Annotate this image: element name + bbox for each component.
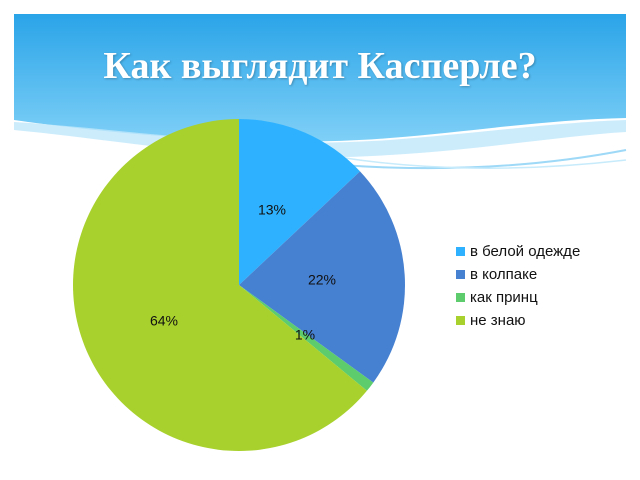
legend-item: в белой одежде (456, 240, 580, 263)
header-wave-1 (14, 120, 626, 158)
legend-item: в колпаке (456, 263, 580, 286)
pie-slice (239, 171, 405, 383)
legend-item: не знаю (456, 309, 580, 332)
header-background (14, 14, 626, 142)
pie-slice (239, 285, 374, 391)
slide-title: Как выглядит Касперле? (103, 45, 537, 87)
data-label: 64% (150, 313, 178, 329)
legend-swatch (456, 270, 465, 279)
legend-swatch (456, 316, 465, 325)
legend-item: как принц (456, 286, 580, 309)
data-label: 13% (258, 202, 286, 218)
legend-label: не знаю (470, 312, 526, 329)
legend-label: как принц (470, 289, 538, 306)
data-label: 1% (295, 327, 315, 343)
pie-slice (72, 119, 367, 452)
header-wave-3 (299, 149, 627, 169)
chart-legend: в белой одежде в колпаке как принц не знаю (456, 240, 580, 332)
legend-label: в белой одежде (470, 243, 581, 260)
legend-swatch (456, 293, 465, 302)
legend-label: в колпаке (470, 266, 538, 283)
legend-swatch (456, 247, 465, 256)
pie-slice (239, 119, 361, 285)
data-label: 22% (308, 272, 336, 288)
